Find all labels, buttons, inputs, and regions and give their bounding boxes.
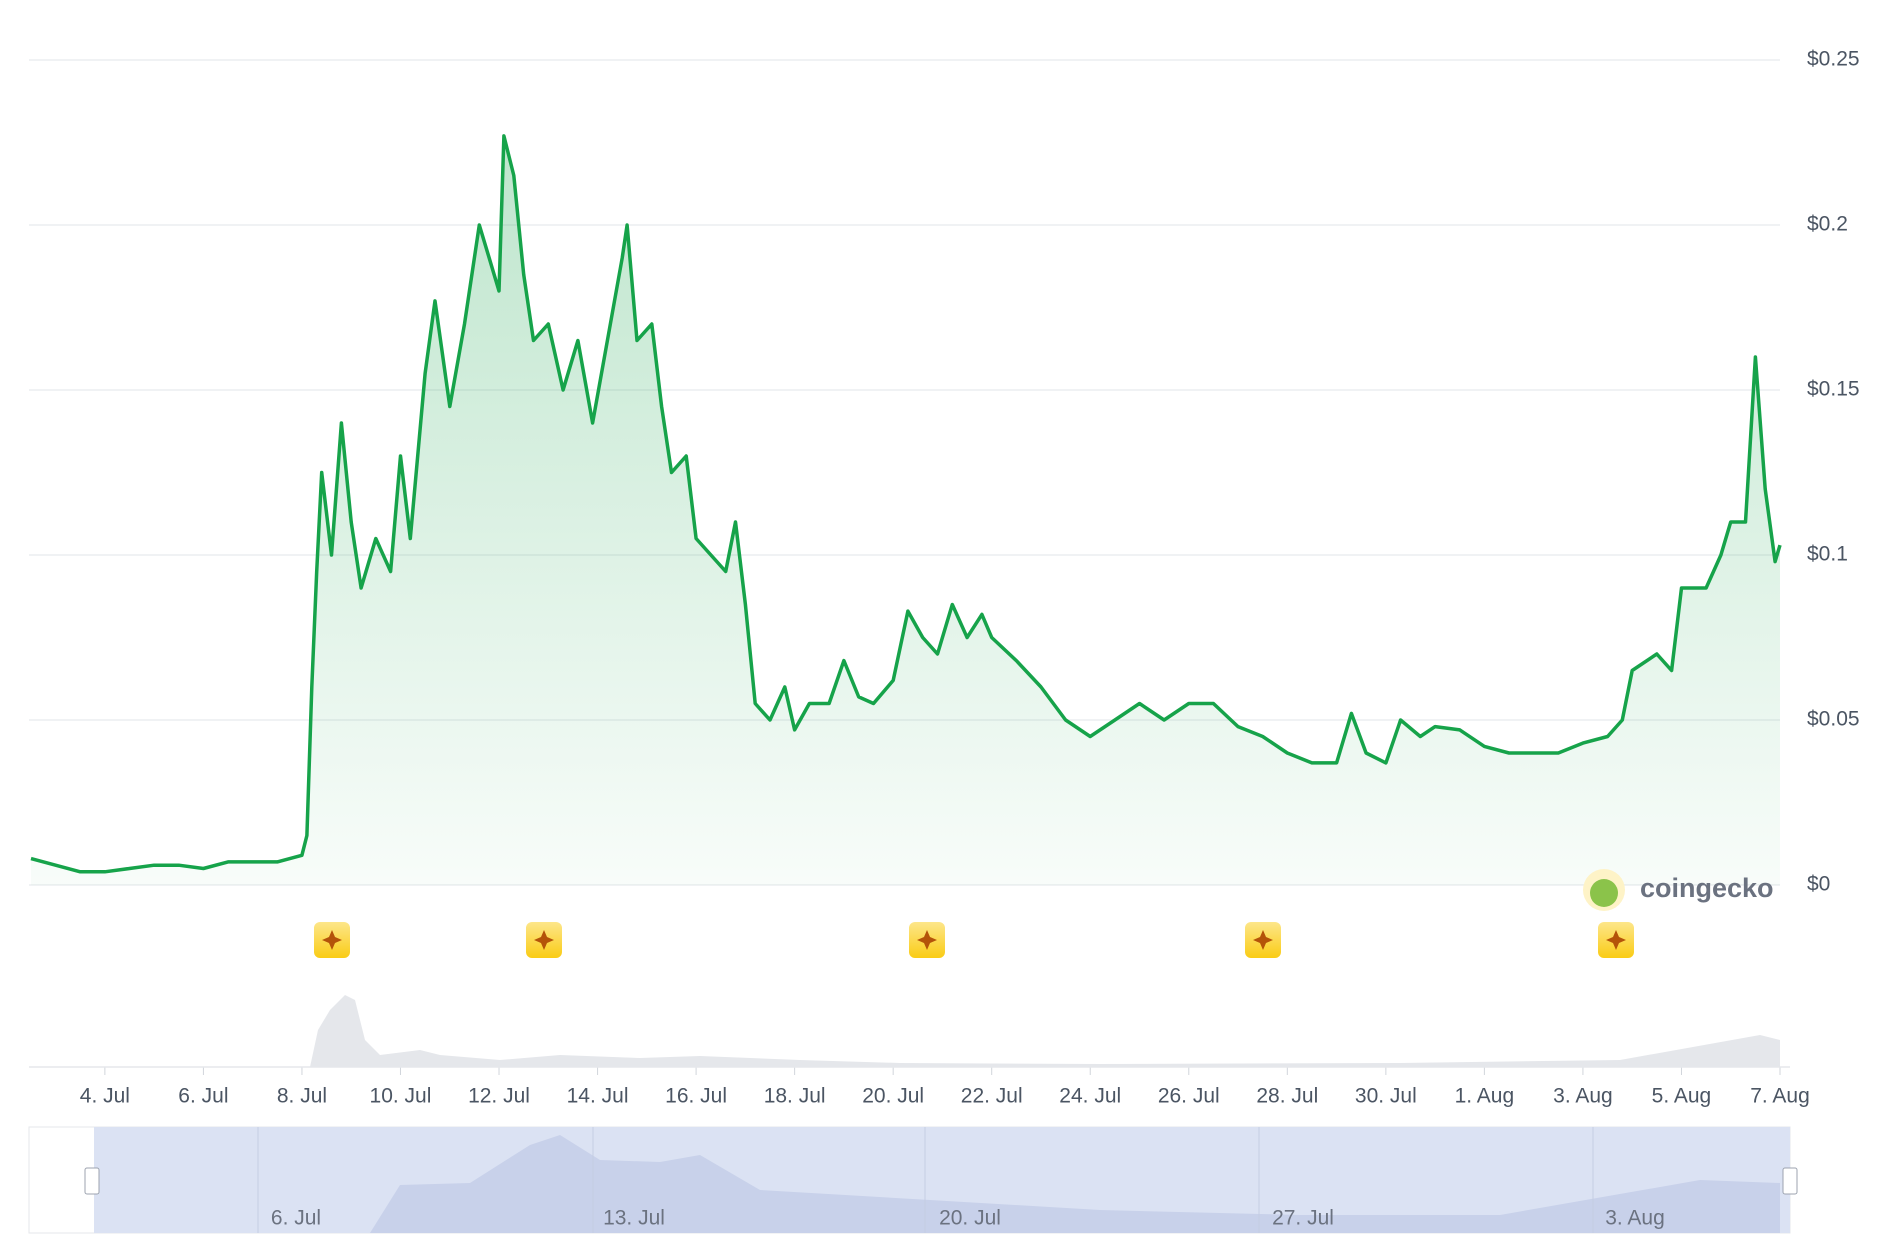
- y-tick-label: $0.05: [1807, 708, 1860, 731]
- navigator-label: 20. Jul: [939, 1207, 1001, 1230]
- navigator-label: 6. Jul: [271, 1207, 321, 1230]
- x-tick-label: 8. Jul: [277, 1085, 327, 1108]
- price-line: [30, 134, 1782, 874]
- x-tick-label: 4. Jul: [80, 1085, 130, 1108]
- volume: [310, 995, 1780, 1067]
- volume-area: [310, 995, 1780, 1067]
- y-tick-label: $0: [1807, 873, 1830, 896]
- x-tick-label: 3. Aug: [1553, 1085, 1613, 1108]
- x-tick-label: 7. Aug: [1750, 1085, 1810, 1108]
- watermark-text: coingecko: [1640, 873, 1774, 903]
- navigator-label: 13. Jul: [603, 1207, 665, 1230]
- navigator-grid: [257, 1127, 1594, 1233]
- navigator-area: [29, 1135, 1780, 1233]
- navigator-handle[interactable]: [84, 1167, 100, 1195]
- navigator-label: 27. Jul: [1272, 1207, 1334, 1230]
- event-marker: [909, 922, 945, 958]
- x-tick-label: 5. Aug: [1652, 1085, 1712, 1108]
- x-tick-label: 20. Jul: [862, 1085, 924, 1108]
- x-tick-label: 26. Jul: [1158, 1085, 1220, 1108]
- x-tick-label: 1. Aug: [1455, 1085, 1515, 1108]
- x-tick-label: 16. Jul: [665, 1085, 727, 1108]
- y-tick-label: $0.2: [1807, 213, 1848, 236]
- event-marker: [1245, 922, 1281, 958]
- navigator: 6. Jul 13. Jul 20. Jul 27. Jul 3. Aug: [28, 1126, 1798, 1234]
- x-tick-label: 14. Jul: [567, 1085, 629, 1108]
- x-tick-label: 30. Jul: [1355, 1085, 1417, 1108]
- x-tick-label: 6. Jul: [178, 1085, 228, 1108]
- event-marker: [1598, 922, 1634, 958]
- grid: [29, 59, 1781, 1075]
- x-tick-label: 18. Jul: [764, 1085, 826, 1108]
- y-tick-label: $0.1: [1807, 543, 1848, 566]
- plot: [30, 134, 1782, 885]
- watermark: coingecko: [1583, 869, 1774, 911]
- x-tick-label: 10. Jul: [370, 1085, 432, 1108]
- price-area: [30, 135, 1781, 885]
- event-marker: [526, 922, 562, 958]
- navigator-handle[interactable]: [1782, 1167, 1798, 1195]
- navigator-label: 3. Aug: [1605, 1207, 1665, 1230]
- x-tick-label: 22. Jul: [961, 1085, 1023, 1108]
- event-marker: [314, 922, 350, 958]
- y-tick-label: $0.15: [1807, 378, 1860, 401]
- x-tick-label: 24. Jul: [1059, 1085, 1121, 1108]
- event-markers: [314, 922, 1634, 958]
- y-tick-label: $0.25: [1807, 48, 1860, 71]
- x-tick-label: 28. Jul: [1256, 1085, 1318, 1108]
- x-tick-label: 12. Jul: [468, 1085, 530, 1108]
